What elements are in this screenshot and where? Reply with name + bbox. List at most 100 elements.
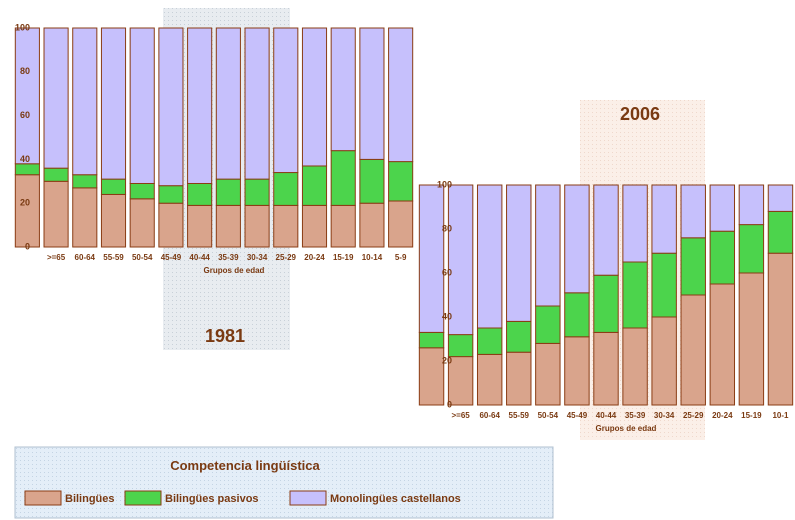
legend-box — [14, 446, 554, 519]
bar-segment — [215, 27, 241, 180]
bar-segment — [388, 200, 414, 248]
bar-segment — [100, 178, 127, 195]
bar-segment — [129, 27, 155, 184]
bar-segment — [72, 27, 98, 176]
bar-segment — [158, 202, 184, 248]
bar-segment — [301, 165, 328, 206]
x-axis-label: Grupos de edad — [204, 266, 265, 275]
y-tick-label: 60 — [20, 110, 30, 120]
x-tick-label: 35-39 — [625, 411, 646, 420]
bar-segment — [476, 353, 503, 406]
bar-segment — [187, 182, 213, 206]
bar-segment — [767, 252, 794, 406]
bar-segment — [709, 283, 736, 406]
x-tick-label: 40-44 — [596, 411, 617, 420]
y-tick-label: 60 — [442, 267, 452, 277]
bar-segment — [622, 261, 648, 329]
bar-segment — [767, 210, 794, 254]
bar-segment — [158, 185, 184, 204]
bar-segment — [622, 184, 648, 263]
bar-segment — [14, 174, 40, 248]
bar-segment — [273, 27, 299, 174]
bar-segment — [273, 172, 299, 206]
bar-segment — [767, 184, 794, 212]
legend-label: Bilingües — [65, 493, 115, 505]
x-tick-label: 30-34 — [247, 253, 268, 262]
bar-segment — [244, 27, 270, 180]
bar-segment — [158, 27, 184, 187]
bar-segment — [129, 198, 155, 248]
bar-segment — [506, 351, 532, 406]
bar-segment — [330, 27, 356, 152]
x-tick-label: 40-44 — [189, 253, 210, 262]
bar-segment — [330, 204, 356, 248]
bar-segment — [447, 334, 474, 358]
x-tick-label: 30-34 — [654, 411, 675, 420]
bar-segment — [388, 161, 414, 202]
x-tick-label: 25-29 — [276, 253, 297, 262]
bar-segment — [244, 178, 270, 206]
x-tick-label: >=65 — [451, 411, 470, 420]
bar-segment — [535, 184, 561, 307]
bar-segment — [330, 150, 356, 206]
bar-segment — [359, 202, 385, 248]
x-tick-label: 55-59 — [509, 411, 530, 420]
bar-segment — [43, 180, 69, 248]
x-tick-label: 25-29 — [683, 411, 704, 420]
bar-segment — [593, 184, 619, 276]
x-tick-label: 10-14 — [362, 253, 383, 262]
charts: >=65 60-64 55-59 50-54 45-49 40-44 35-39 30-34 2… — [14, 22, 794, 506]
x-tick-label: 20-24 — [712, 411, 733, 420]
x-tick-label: 45-49 — [567, 411, 588, 420]
bar-segment — [535, 342, 561, 406]
y-tick-label: 20 — [20, 198, 30, 208]
bar-segment — [709, 184, 736, 232]
bar-segment — [100, 27, 127, 180]
y-tick-label: 40 — [442, 311, 452, 321]
bar-segment — [301, 27, 328, 167]
bar-segment — [100, 193, 127, 248]
y-tick-label: 80 — [20, 66, 30, 76]
legend-label: Bilingües pasivos — [165, 493, 259, 505]
bar-segment — [72, 187, 98, 248]
legend-swatch — [24, 490, 62, 506]
legend-swatch — [124, 490, 162, 506]
legend-swatch — [289, 490, 327, 506]
bar-segment — [738, 272, 765, 406]
bar-segment — [506, 320, 532, 353]
bar-segment — [447, 356, 474, 406]
bar-segment — [593, 331, 619, 406]
bar-segment — [388, 27, 414, 163]
bar-segment — [564, 292, 590, 338]
x-tick-label: 60-64 — [479, 411, 500, 420]
bar-segment — [14, 27, 40, 165]
bar-segment — [476, 327, 503, 355]
bar-segment — [244, 204, 270, 248]
bar-segment — [418, 347, 445, 406]
bar-segment — [622, 327, 648, 406]
bar-segment — [564, 336, 590, 406]
x-tick-label: 50-54 — [132, 253, 153, 262]
bar-segment — [359, 27, 385, 160]
x-tick-label: 50-54 — [538, 411, 559, 420]
bar-segment — [187, 204, 213, 248]
bar-segment — [187, 27, 213, 184]
bar-segment — [651, 316, 677, 406]
bar-segment — [593, 274, 619, 333]
y-tick-label: 0 — [25, 241, 30, 251]
legend-label: Monolingües castellanos — [330, 493, 461, 505]
bar-segment — [72, 174, 98, 189]
bar-segment — [301, 204, 328, 248]
bar-segment — [359, 158, 385, 204]
bar-segment — [215, 204, 241, 248]
y-tick-label: 40 — [20, 154, 30, 164]
bar-segment — [129, 182, 155, 200]
bar-segment — [535, 305, 561, 344]
x-tick-label: 10-1 — [772, 411, 789, 420]
x-tick-label: 35-39 — [218, 253, 239, 262]
x-tick-label: 20-24 — [304, 253, 325, 262]
bar-segment — [680, 294, 706, 406]
x-tick-label: 45-49 — [161, 253, 182, 262]
x-tick-label: 55-59 — [103, 253, 124, 262]
